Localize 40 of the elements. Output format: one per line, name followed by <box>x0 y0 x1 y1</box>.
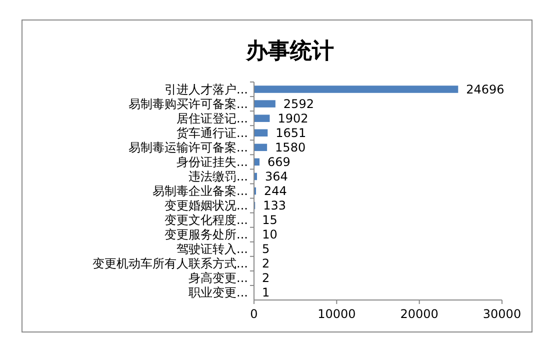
x-tick-label: 30000 <box>482 307 522 321</box>
data-label: 1651 <box>276 126 306 140</box>
data-label: 2592 <box>283 96 314 111</box>
data-label: 669 <box>268 154 290 169</box>
y-tick-label: 驾驶证转入... <box>176 242 248 256</box>
data-label: 1580 <box>275 140 306 154</box>
data-label: 364 <box>265 169 288 184</box>
data-label: 244 <box>264 184 287 198</box>
data-label: 24696 <box>466 82 504 96</box>
y-tick-label: 易制毒购买许可备案... <box>128 96 248 111</box>
bar <box>254 86 458 93</box>
data-label: 15 <box>262 213 278 228</box>
x-tick-label: 0 <box>250 307 258 321</box>
x-tick-label: 20000 <box>400 307 438 321</box>
y-tick-label: 变更机动车所有人联系方式... <box>92 256 248 271</box>
y-tick-label: 居住证登记... <box>176 111 248 126</box>
bar <box>254 144 268 152</box>
y-tick-label: 货车通行证... <box>176 126 248 140</box>
chart-title: 办事统计 <box>245 38 334 64</box>
y-tick-label: 变更服务处所... <box>164 228 248 242</box>
bar <box>254 100 276 108</box>
y-tick-label: 职业变更... <box>188 286 248 300</box>
y-tick-label: 变更文化程度... <box>164 213 248 228</box>
bar <box>254 129 268 136</box>
data-label: 5 <box>262 242 270 256</box>
y-tick-label: 违法缴罚... <box>188 169 248 184</box>
bar <box>254 114 270 122</box>
y-tick-label: 引进人才落户... <box>164 82 248 96</box>
data-label: 1902 <box>278 111 308 126</box>
data-label: 2 <box>262 256 270 271</box>
y-tick-label: 易制毒企业备案... <box>152 184 248 198</box>
y-tick-label: 身份证挂失... <box>176 154 248 169</box>
x-tick-label: 10000 <box>318 307 356 321</box>
y-tick-label: 身高变更... <box>188 271 248 286</box>
data-label: 10 <box>262 228 278 242</box>
y-tick-label: 易制毒运输许可备案... <box>128 140 248 154</box>
y-tick-label: 变更婚姻状况... <box>164 198 248 213</box>
data-label: 133 <box>263 198 286 213</box>
data-label: 1 <box>262 286 270 300</box>
data-label: 2 <box>262 271 270 286</box>
